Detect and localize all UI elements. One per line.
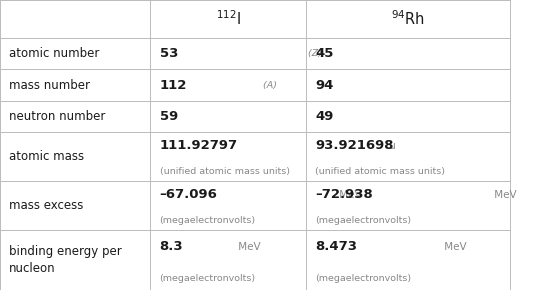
Text: (Z): (Z) [305, 49, 322, 58]
Text: MeV: MeV [441, 242, 466, 252]
Text: nucleon: nucleon [9, 262, 56, 275]
Text: (megaelectronvolts): (megaelectronvolts) [315, 216, 411, 225]
Text: atomic number: atomic number [9, 47, 99, 60]
Text: (A): (A) [259, 81, 276, 90]
Text: MeV: MeV [491, 190, 517, 200]
Text: 45: 45 [315, 47, 333, 60]
Text: u: u [386, 141, 396, 151]
Text: mass number: mass number [9, 79, 90, 92]
Text: 53: 53 [159, 47, 178, 60]
Text: (unified atomic mass units): (unified atomic mass units) [159, 167, 289, 176]
Text: $\mathregular{^{94}}$Rh: $\mathregular{^{94}}$Rh [391, 10, 425, 28]
Text: (unified atomic mass units): (unified atomic mass units) [315, 167, 445, 176]
Text: (megaelectronvolts): (megaelectronvolts) [315, 273, 411, 282]
Text: 94: 94 [315, 79, 333, 92]
Text: mass excess: mass excess [9, 199, 84, 212]
Text: (megaelectronvolts): (megaelectronvolts) [159, 216, 256, 225]
Text: u: u [542, 141, 546, 151]
Text: MeV: MeV [336, 190, 361, 200]
Text: MeV: MeV [235, 242, 260, 252]
Text: 111.92797: 111.92797 [159, 139, 238, 153]
Text: –72.938: –72.938 [315, 188, 373, 201]
Text: $\mathregular{^{112}}$I: $\mathregular{^{112}}$I [216, 10, 241, 28]
Text: 112: 112 [159, 79, 187, 92]
Text: binding energy per: binding energy per [9, 245, 122, 258]
Text: (megaelectronvolts): (megaelectronvolts) [159, 273, 256, 282]
Text: atomic mass: atomic mass [9, 150, 84, 163]
Text: 8.3: 8.3 [159, 240, 183, 253]
Text: 49: 49 [315, 110, 333, 123]
Text: –67.096: –67.096 [159, 188, 217, 201]
Text: neutron number: neutron number [9, 110, 105, 123]
Text: 59: 59 [159, 110, 178, 123]
Text: 8.473: 8.473 [315, 240, 357, 253]
Text: 93.921698: 93.921698 [315, 139, 394, 153]
